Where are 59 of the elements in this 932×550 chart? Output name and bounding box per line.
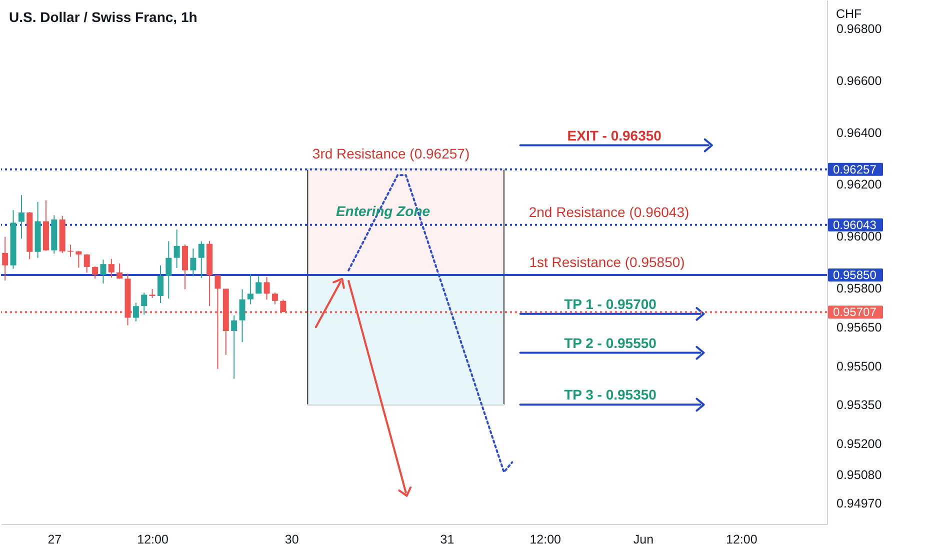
y-tick-label: 0.96400 <box>836 126 882 140</box>
point <box>398 486 412 497</box>
candlestick <box>166 240 172 300</box>
candlestick <box>141 292 148 316</box>
text: U.S. Dollar / Swiss Franc, 1h <box>9 9 198 25</box>
candlestick <box>18 194 24 240</box>
y-tick-label: 0.95200 <box>836 437 882 452</box>
candlestick <box>190 248 196 277</box>
candlestick <box>280 299 286 313</box>
y-tick-label: 0.95080 <box>836 468 882 482</box>
annotation: Entering Zone <box>336 203 430 219</box>
y-tick-label: 0.95650 <box>836 320 882 334</box>
candlestick <box>100 259 106 284</box>
annotation: 2nd Resistance (0.96043) <box>528 204 690 220</box>
y-tick-label: 0.96800 <box>836 22 882 36</box>
x-tick-label: 27 <box>48 532 62 546</box>
ref-line-label: 0.96043 <box>833 218 877 232</box>
y-tick-label: 0.96000 <box>836 230 882 244</box>
x-tick-label: 30 <box>284 532 299 546</box>
ref-line-label: 0.95850 <box>833 268 877 282</box>
x-tick-label: 12:00 <box>530 532 562 546</box>
candlestick <box>2 236 8 281</box>
candlestick <box>116 263 123 280</box>
candlestick <box>149 288 156 299</box>
candlestick <box>264 276 270 300</box>
series-label: TP 3 - 0.95350 <box>564 386 657 403</box>
series-label: TP 1 - 0.95700 <box>564 296 657 312</box>
series-label: TP 2 - 0.95550 <box>564 334 657 351</box>
candlestick <box>231 314 238 380</box>
y-tick-label: 0.96200 <box>836 178 882 192</box>
annotation: 1st Resistance (0.95850) <box>529 254 685 270</box>
candlestick <box>256 276 262 294</box>
x-tick-label: 31 <box>440 532 454 546</box>
candlestick <box>272 292 278 305</box>
candlestick <box>76 250 82 268</box>
x-tick-label: 12:00 <box>137 532 168 546</box>
y-axis-title: CHF <box>836 7 862 21</box>
candlestick <box>174 229 180 268</box>
y-tick-label: 0.95500 <box>836 359 882 374</box>
ref-line-label: 0.96257 <box>833 162 877 176</box>
x-tick-label: 12:00 <box>726 532 758 546</box>
candlestick <box>198 240 204 279</box>
y-tick-label: 0.95800 <box>836 281 882 296</box>
candlestick <box>84 254 90 274</box>
y-tick-label: 0.95350 <box>836 398 882 412</box>
series-label: EXIT - 0.96350 <box>567 127 662 144</box>
candlestick <box>247 273 254 305</box>
candlestick <box>92 266 98 280</box>
ref-line-label: 0.95707 <box>833 305 877 320</box>
x-tick-label: Jun <box>633 532 654 546</box>
annotation: 3rd Resistance (0.96257) <box>312 145 470 162</box>
candlestick <box>108 258 114 278</box>
y-tick-label: 0.96600 <box>836 74 882 88</box>
point <box>332 278 345 289</box>
candlestick <box>157 264 164 304</box>
candlestick <box>239 288 246 343</box>
candlestick <box>132 302 139 322</box>
y-tick-label: 0.94970 <box>836 496 882 511</box>
candlestick <box>214 274 221 370</box>
